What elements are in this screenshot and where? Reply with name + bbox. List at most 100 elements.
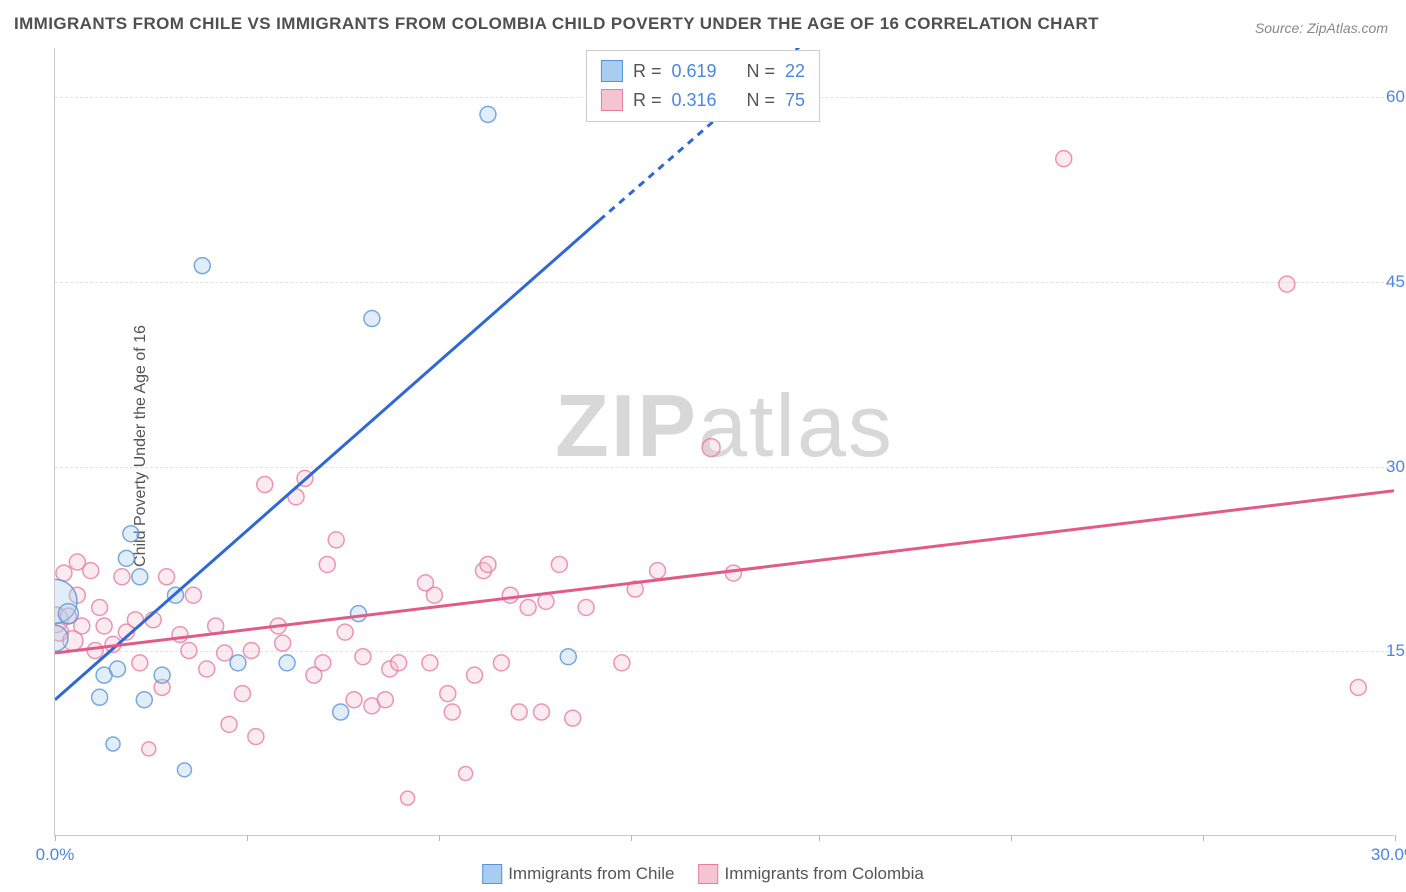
point-colombia: [132, 655, 148, 671]
r-legend-row: R = 0.619 N = 22: [601, 57, 805, 86]
point-colombia: [377, 692, 393, 708]
point-chile: [154, 667, 170, 683]
point-colombia: [422, 655, 438, 671]
point-chile: [106, 737, 120, 751]
point-colombia: [650, 563, 666, 579]
r-label: R =: [633, 86, 662, 115]
point-colombia: [257, 477, 273, 493]
x-tick: [631, 835, 632, 841]
x-tick: [247, 835, 248, 841]
plot-svg: [55, 48, 1394, 835]
point-colombia: [565, 710, 581, 726]
point-chile: [279, 655, 295, 671]
point-colombia: [493, 655, 509, 671]
point-colombia: [181, 643, 197, 659]
point-chile: [109, 661, 125, 677]
n-label: N =: [747, 86, 776, 115]
point-colombia: [337, 624, 353, 640]
point-chile: [364, 311, 380, 327]
point-chile: [230, 655, 246, 671]
point-colombia: [459, 767, 473, 781]
x-tick: [1011, 835, 1012, 841]
x-tick: [1203, 835, 1204, 841]
x-tick: [1395, 835, 1396, 841]
point-colombia: [234, 686, 250, 702]
point-colombia: [248, 729, 264, 745]
n-value: 75: [785, 86, 805, 115]
series-legend: Immigrants from Chile Immigrants from Col…: [482, 864, 924, 884]
x-tick-label: 0.0%: [36, 845, 75, 865]
point-colombia: [275, 635, 291, 651]
r-legend-row: R = 0.316 N = 75: [601, 86, 805, 115]
point-colombia: [467, 667, 483, 683]
point-colombia: [96, 618, 112, 634]
r-label: R =: [633, 57, 662, 86]
point-colombia: [315, 655, 331, 671]
point-colombia: [346, 692, 362, 708]
point-colombia: [355, 649, 371, 665]
point-chile: [177, 763, 191, 777]
point-colombia: [538, 593, 554, 609]
point-chile: [194, 258, 210, 274]
point-colombia: [502, 587, 518, 603]
point-colombia: [319, 556, 335, 572]
point-colombia: [520, 600, 536, 616]
point-chile: [58, 604, 78, 624]
point-colombia: [1056, 151, 1072, 167]
x-tick-label: 30.0%: [1371, 845, 1406, 865]
point-colombia: [87, 643, 103, 659]
r-value: 0.619: [671, 57, 716, 86]
x-tick: [55, 835, 56, 841]
point-colombia: [444, 704, 460, 720]
point-colombia: [426, 587, 442, 603]
correlation-legend: R = 0.619 N = 22 R = 0.316 N = 75: [586, 50, 820, 122]
point-colombia: [401, 791, 415, 805]
point-colombia: [391, 655, 407, 671]
legend-swatch: [698, 864, 718, 884]
point-colombia: [243, 643, 259, 659]
point-colombia: [114, 569, 130, 585]
point-colombia: [1279, 276, 1295, 292]
point-colombia: [614, 655, 630, 671]
point-chile: [560, 649, 576, 665]
point-colombia: [511, 704, 527, 720]
point-colombia: [56, 565, 72, 581]
point-chile: [333, 704, 349, 720]
point-colombia: [702, 439, 720, 457]
point-colombia: [551, 556, 567, 572]
point-chile: [132, 569, 148, 585]
point-colombia: [440, 686, 456, 702]
point-colombia: [83, 563, 99, 579]
chart-title: IMMIGRANTS FROM CHILE VS IMMIGRANTS FROM…: [14, 14, 1099, 34]
x-tick: [819, 835, 820, 841]
point-colombia: [217, 645, 233, 661]
point-chile: [92, 689, 108, 705]
point-colombia: [534, 704, 550, 720]
r-value: 0.316: [671, 86, 716, 115]
point-colombia: [725, 565, 741, 581]
point-colombia: [480, 556, 496, 572]
legend-item: Immigrants from Chile: [482, 864, 674, 884]
point-colombia: [578, 600, 594, 616]
point-colombia: [1350, 679, 1366, 695]
point-chile: [480, 106, 496, 122]
legend-swatch: [601, 60, 623, 82]
point-colombia: [142, 742, 156, 756]
source-label: Source: ZipAtlas.com: [1255, 20, 1388, 36]
legend-label: Immigrants from Colombia: [724, 864, 923, 884]
x-tick: [439, 835, 440, 841]
point-colombia: [92, 600, 108, 616]
point-chile: [136, 692, 152, 708]
point-colombia: [159, 569, 175, 585]
point-colombia: [172, 627, 188, 643]
point-chile: [351, 606, 367, 622]
n-value: 22: [785, 57, 805, 86]
point-colombia: [221, 716, 237, 732]
point-colombia: [199, 661, 215, 677]
point-colombia: [185, 587, 201, 603]
plot-area: ZIPatlas 15.0%30.0%45.0%60.0%0.0%30.0%: [54, 48, 1394, 836]
point-chile: [118, 550, 134, 566]
point-colombia: [328, 532, 344, 548]
legend-swatch: [601, 89, 623, 111]
legend-label: Immigrants from Chile: [508, 864, 674, 884]
